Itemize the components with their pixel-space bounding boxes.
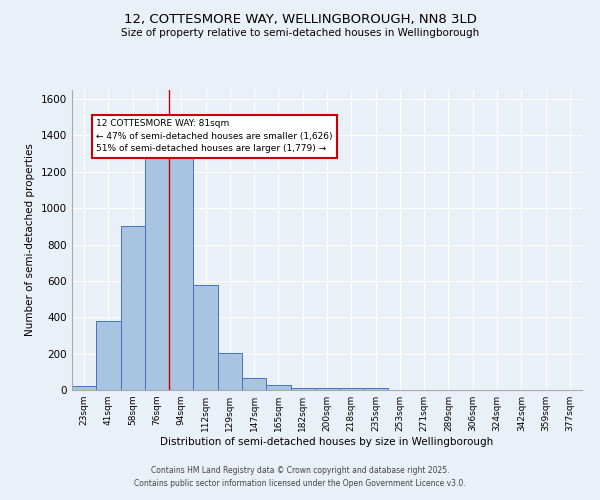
Bar: [121, 226, 145, 390]
Bar: [364, 388, 388, 390]
Bar: [169, 152, 193, 390]
Text: 12, COTTESMORE WAY, WELLINGBOROUGH, NN8 3LD: 12, COTTESMORE WAY, WELLINGBOROUGH, NN8 …: [124, 12, 476, 26]
Bar: [242, 378, 266, 390]
Bar: [218, 352, 242, 390]
Bar: [193, 286, 218, 390]
Y-axis label: Number of semi-detached properties: Number of semi-detached properties: [25, 144, 35, 336]
Bar: [96, 321, 121, 390]
Text: Contains HM Land Registry data © Crown copyright and database right 2025.
Contai: Contains HM Land Registry data © Crown c…: [134, 466, 466, 487]
Bar: [315, 388, 339, 390]
Bar: [266, 384, 290, 390]
Text: 12 COTTESMORE WAY: 81sqm
← 47% of semi-detached houses are smaller (1,626)
51% o: 12 COTTESMORE WAY: 81sqm ← 47% of semi-d…: [96, 119, 333, 153]
Text: Size of property relative to semi-detached houses in Wellingborough: Size of property relative to semi-detach…: [121, 28, 479, 38]
Bar: [290, 388, 315, 390]
Bar: [339, 388, 364, 390]
Bar: [72, 386, 96, 390]
X-axis label: Distribution of semi-detached houses by size in Wellingborough: Distribution of semi-detached houses by …: [160, 437, 494, 447]
Bar: [145, 152, 169, 390]
